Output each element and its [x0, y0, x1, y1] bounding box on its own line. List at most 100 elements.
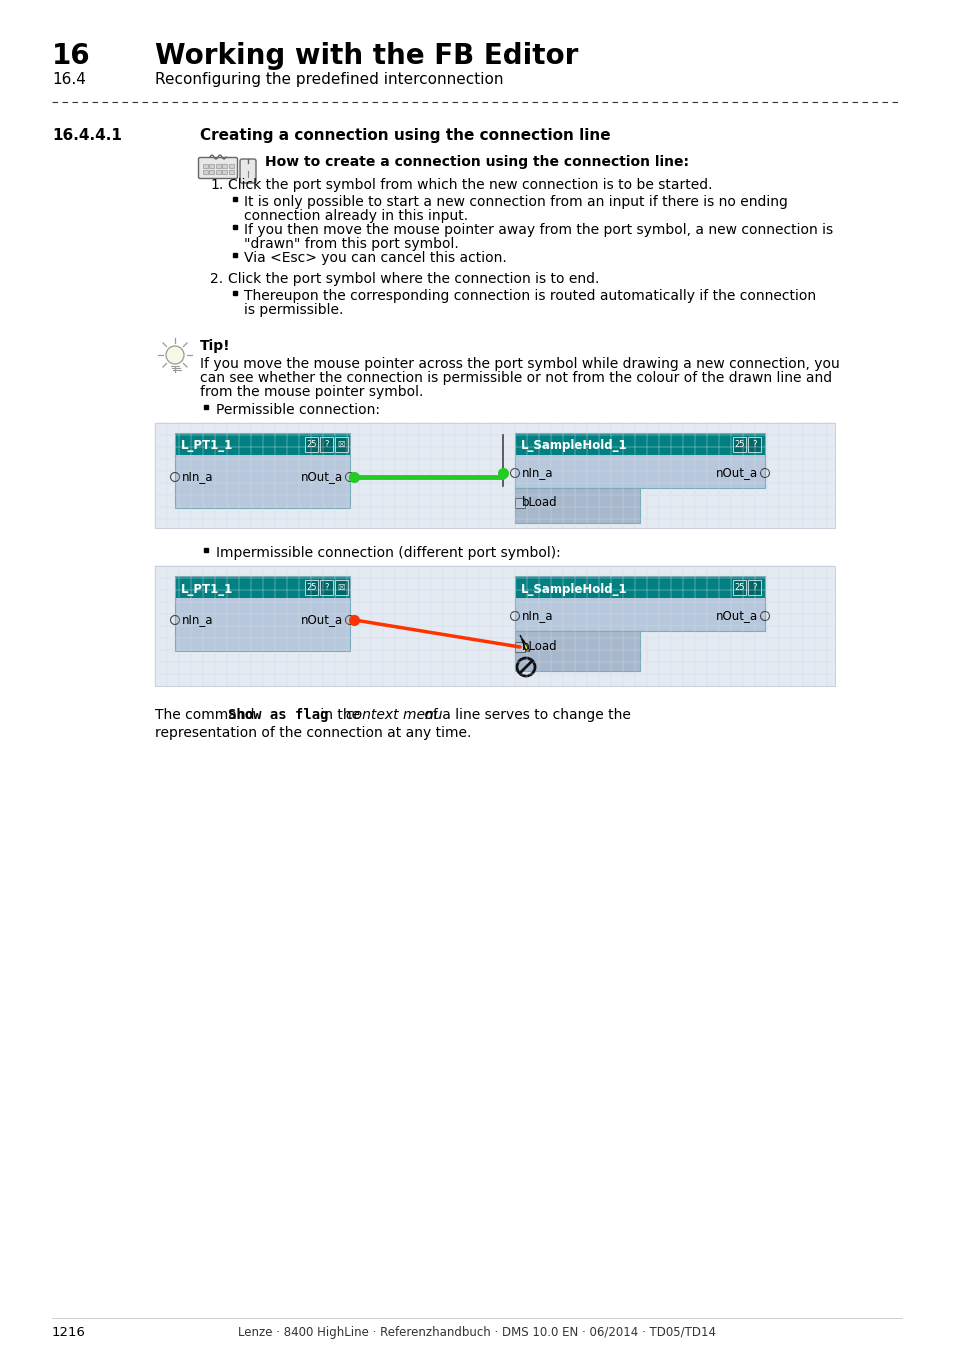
Text: connection already in this input.: connection already in this input.: [244, 209, 468, 223]
Text: Click the port symbol where the connection is to end.: Click the port symbol where the connecti…: [228, 271, 598, 286]
Bar: [515, 576, 764, 630]
Bar: [229, 170, 233, 174]
Text: representation of the connection at any time.: representation of the connection at any …: [154, 726, 471, 740]
Bar: [747, 580, 760, 595]
Text: How to create a connection using the connection line:: How to create a connection using the con…: [265, 155, 688, 169]
Text: L_PT1_1: L_PT1_1: [181, 440, 233, 452]
Bar: [335, 437, 348, 452]
Text: nIn_a: nIn_a: [182, 471, 213, 483]
Text: Click the port symbol from which the new connection is to be started.: Click the port symbol from which the new…: [228, 178, 712, 192]
Text: bLoad: bLoad: [521, 640, 558, 653]
Text: 2.: 2.: [210, 271, 223, 286]
Bar: [174, 598, 350, 651]
Text: Impermissible connection (different port symbol):: Impermissible connection (different port…: [215, 545, 560, 560]
Text: If you then move the mouse pointer away from the port symbol, a new connection i: If you then move the mouse pointer away …: [244, 223, 832, 238]
Bar: [174, 433, 350, 455]
Bar: [515, 643, 524, 652]
Text: ☒: ☒: [337, 440, 345, 450]
Bar: [174, 576, 350, 598]
Bar: [319, 580, 333, 595]
Text: ?: ?: [752, 440, 756, 450]
Text: nIn_a: nIn_a: [182, 613, 213, 626]
Text: 25: 25: [306, 440, 316, 450]
Text: bLoad: bLoad: [521, 497, 558, 509]
Text: Working with the FB Editor: Working with the FB Editor: [154, 42, 578, 70]
Text: is permissible.: is permissible.: [244, 302, 343, 317]
Bar: [203, 170, 208, 174]
Text: It is only possible to start a new connection from an input if there is no endin: It is only possible to start a new conne…: [244, 194, 787, 209]
Text: L_SampleHold_1: L_SampleHold_1: [520, 440, 627, 452]
Text: Tip!: Tip!: [200, 339, 231, 352]
Text: ?: ?: [752, 583, 756, 593]
Text: context menu: context menu: [346, 707, 442, 722]
Bar: [174, 455, 350, 508]
Bar: [515, 498, 524, 508]
Text: ?: ?: [324, 583, 329, 593]
Bar: [305, 437, 317, 452]
Text: nOut_a: nOut_a: [715, 467, 758, 479]
Bar: [210, 163, 214, 167]
Bar: [515, 630, 639, 671]
Bar: [515, 576, 764, 598]
Bar: [747, 437, 760, 452]
Bar: [732, 437, 745, 452]
Bar: [515, 433, 764, 455]
Text: L_PT1_1: L_PT1_1: [181, 582, 233, 595]
Text: Show as flag: Show as flag: [228, 707, 328, 722]
Bar: [335, 580, 348, 595]
Bar: [305, 580, 317, 595]
Bar: [515, 630, 639, 671]
Text: nOut_a: nOut_a: [300, 471, 343, 483]
Text: of a line serves to change the: of a line serves to change the: [419, 707, 630, 722]
Bar: [215, 170, 221, 174]
Text: from the mouse pointer symbol.: from the mouse pointer symbol.: [200, 385, 423, 400]
Text: 25: 25: [734, 583, 744, 593]
Bar: [154, 423, 834, 528]
Text: nIn_a: nIn_a: [521, 609, 553, 622]
Text: Lenze · 8400 HighLine · Referenzhandbuch · DMS 10.0 EN · 06/2014 · TD05/TD14: Lenze · 8400 HighLine · Referenzhandbuch…: [237, 1326, 716, 1339]
Bar: [210, 170, 214, 174]
Text: nIn_a: nIn_a: [521, 467, 553, 479]
Bar: [222, 163, 227, 167]
Text: "drawn" from this port symbol.: "drawn" from this port symbol.: [244, 238, 458, 251]
Text: ?: ?: [324, 440, 329, 450]
Text: Creating a connection using the connection line: Creating a connection using the connecti…: [200, 128, 610, 143]
Text: 25: 25: [734, 440, 744, 450]
Text: 16.4: 16.4: [52, 72, 86, 86]
FancyBboxPatch shape: [198, 158, 237, 178]
Text: The command: The command: [154, 707, 258, 722]
Text: ☒: ☒: [337, 583, 345, 593]
Text: 1.: 1.: [210, 178, 223, 192]
Text: nOut_a: nOut_a: [300, 613, 343, 626]
Bar: [515, 487, 639, 522]
Text: Permissible connection:: Permissible connection:: [215, 404, 379, 417]
Bar: [515, 487, 639, 522]
Bar: [215, 163, 221, 167]
Text: Via <Esc> you can cancel this action.: Via <Esc> you can cancel this action.: [244, 251, 506, 265]
Circle shape: [166, 346, 184, 365]
Bar: [319, 437, 333, 452]
Bar: [515, 455, 764, 487]
Text: Reconfiguring the predefined interconnection: Reconfiguring the predefined interconnec…: [154, 72, 503, 86]
Text: nOut_a: nOut_a: [715, 609, 758, 622]
Bar: [515, 433, 764, 487]
Text: Thereupon the corresponding connection is routed automatically if the connection: Thereupon the corresponding connection i…: [244, 289, 815, 302]
FancyBboxPatch shape: [240, 159, 255, 184]
Bar: [174, 576, 350, 651]
Bar: [732, 580, 745, 595]
Text: 1216: 1216: [52, 1326, 86, 1339]
Text: 25: 25: [306, 583, 316, 593]
Text: L_SampleHold_1: L_SampleHold_1: [520, 582, 627, 595]
Text: can see whether the connection is permissible or not from the colour of the draw: can see whether the connection is permis…: [200, 371, 831, 385]
Text: 16: 16: [52, 42, 91, 70]
Bar: [222, 170, 227, 174]
Text: If you move the mouse pointer across the port symbol while drawing a new connect: If you move the mouse pointer across the…: [200, 356, 839, 371]
Bar: [154, 566, 834, 686]
Bar: [203, 163, 208, 167]
Bar: [229, 163, 233, 167]
Text: in the: in the: [315, 707, 364, 722]
Bar: [515, 598, 764, 630]
Text: 16.4.4.1: 16.4.4.1: [52, 128, 122, 143]
Polygon shape: [519, 634, 530, 651]
Bar: [174, 433, 350, 508]
